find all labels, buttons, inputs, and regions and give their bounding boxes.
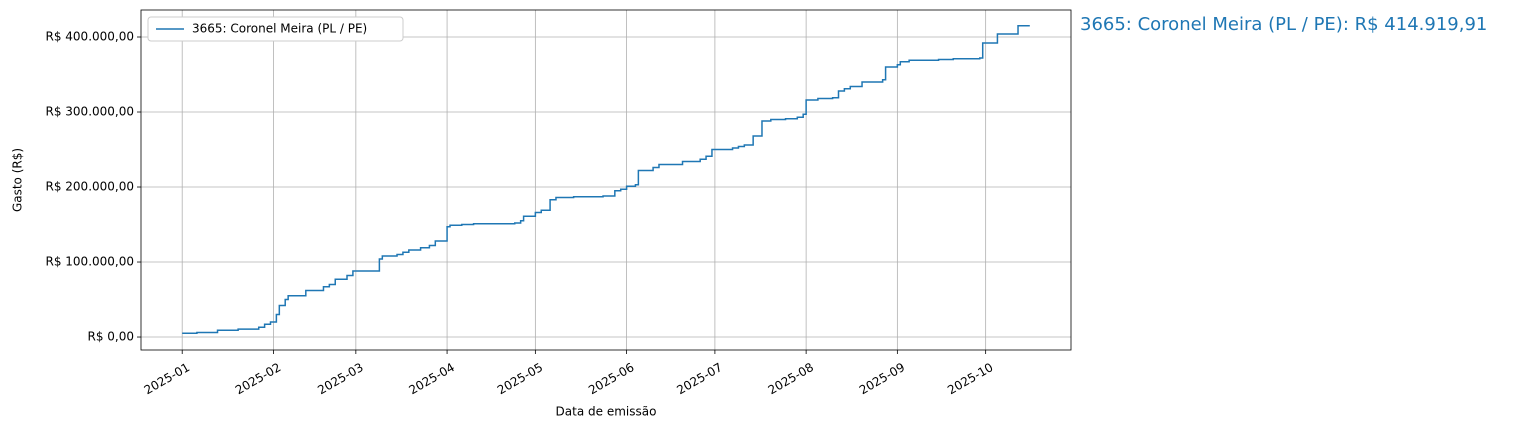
x-tick-label: 2025-06 [586,360,636,397]
x-tick-label: 2025-02 [233,360,283,397]
x-tick-label: 2025-10 [945,360,995,397]
x-tick-label: 2025-07 [674,360,724,397]
y-axis-label: Gasto (R$) [11,148,25,212]
x-tick-label: 2025-01 [142,360,192,397]
y-tick-label: R$ 300.000,00 [46,105,135,119]
x-axis-label: Data de emissão [556,405,657,419]
step-line [182,25,1030,335]
x-tick-label: 2025-08 [766,360,816,397]
y-tick-label: R$ 100.000,00 [46,255,135,269]
plot-frame [140,9,1072,351]
y-tick-label: R$ 400.000,00 [46,30,135,44]
x-tick-label: 2025-09 [857,360,907,397]
legend: 3665: Coronel Meira (PL / PE) [147,16,404,42]
x-tick-label: 2025-03 [315,360,365,397]
x-tick-label: 2025-05 [495,360,545,397]
x-tick-label: 2025-04 [407,360,457,397]
y-tick-label: R$ 200.000,00 [46,180,135,194]
legend-box [147,16,404,42]
y-tick-label: R$ 0,00 [87,330,134,344]
legend-label: 3665: Coronel Meira (PL / PE) [192,22,367,36]
annotation: 3665: Coronel Meira (PL / PE): R$ 414.91… [1080,14,1487,35]
